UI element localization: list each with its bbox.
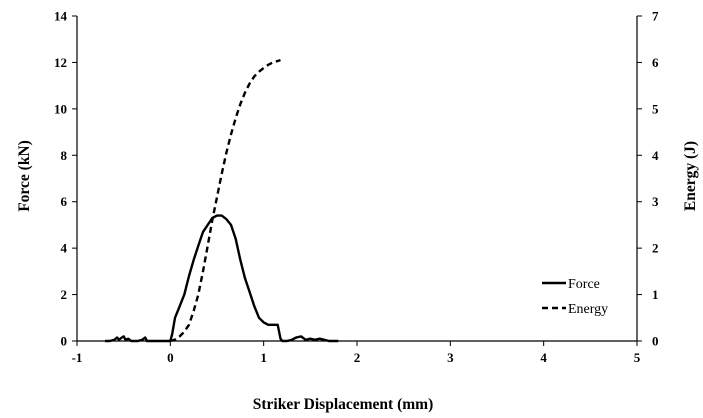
x-axis-title: Striker Displacement (mm) <box>253 396 434 413</box>
y-axis-title-right: Energy (J) <box>682 141 699 211</box>
series-layer <box>105 58 339 343</box>
series-line-energy <box>169 58 281 343</box>
y-tick-label-right: 6 <box>652 55 659 70</box>
legend: Force Energy <box>542 277 608 317</box>
y-tick-label-left: 12 <box>54 55 67 70</box>
y-tick-label-left: 4 <box>61 241 68 256</box>
legend-label-energy: Energy <box>568 302 608 317</box>
y-tick-label-left: 6 <box>61 194 68 209</box>
x-tick-label: 2 <box>354 350 361 365</box>
y-tick-label-right: 4 <box>652 148 659 163</box>
y-tick-label-left: 10 <box>54 101 67 116</box>
y-axis-title-left: Force (kN) <box>16 140 33 212</box>
legend-label-force: Force <box>568 277 600 292</box>
y-tick-label-right: 3 <box>652 194 659 209</box>
y-tick-label-right: 7 <box>652 9 659 24</box>
y-tick-label-left: 2 <box>61 287 68 302</box>
x-tick-label: 0 <box>167 350 174 365</box>
y-tick-label-left: 8 <box>61 148 68 163</box>
y-tick-label-right: 0 <box>652 334 659 349</box>
x-tick-label: 5 <box>634 350 641 365</box>
series-line-force <box>105 214 339 343</box>
y-tick-label-right: 5 <box>652 101 659 116</box>
y-tick-label-right: 2 <box>652 241 659 256</box>
y-tick-label-left: 0 <box>61 334 68 349</box>
y-tick-label-left: 14 <box>54 9 68 24</box>
x-tick-label: 4 <box>540 350 547 365</box>
x-tick-label: 3 <box>447 350 454 365</box>
x-tick-label: 1 <box>260 350 267 365</box>
y-tick-label-right: 1 <box>652 287 659 302</box>
x-tick-label: -1 <box>72 350 83 365</box>
